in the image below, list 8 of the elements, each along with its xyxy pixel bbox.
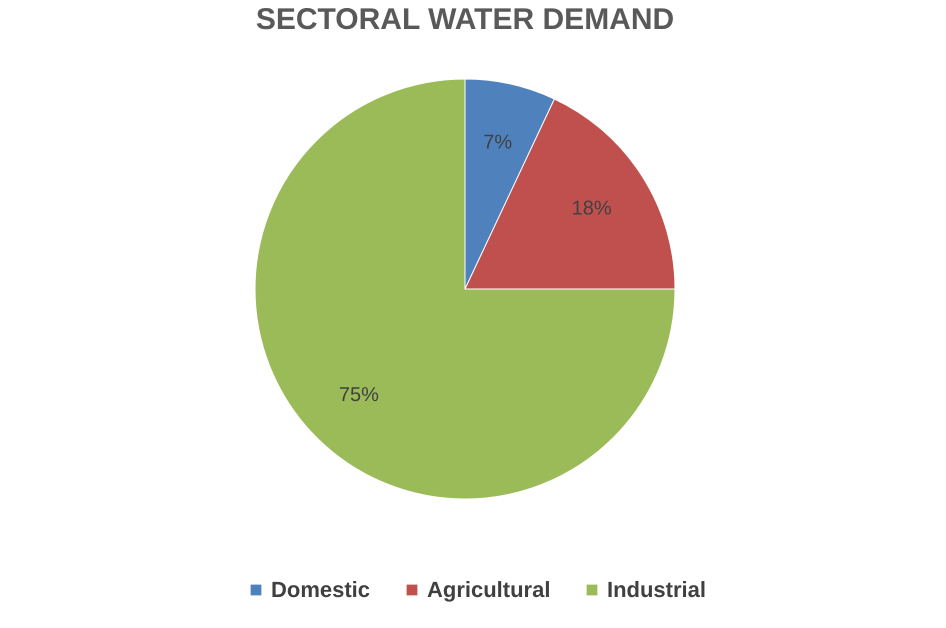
data-label: 75% xyxy=(338,384,380,406)
chart-title: SECTORAL WATER DEMAND xyxy=(256,3,674,36)
data-label: 7% xyxy=(483,132,512,154)
legend-label: Industrial xyxy=(607,577,706,602)
legend-label: Agricultural xyxy=(427,577,550,602)
pie-slice xyxy=(254,78,676,500)
legend-label: Domestic xyxy=(271,577,370,602)
data-label: 18% xyxy=(572,198,612,220)
